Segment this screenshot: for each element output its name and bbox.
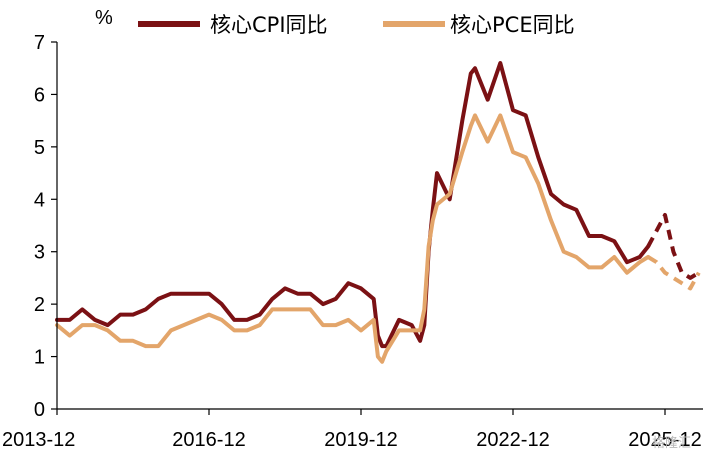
y-tick-label: 3	[34, 242, 45, 264]
y-tick-label: 6	[34, 84, 45, 106]
series-line-solid	[55, 113, 651, 364]
x-tick-label: 2013-12	[2, 429, 75, 451]
legend-label: 核心PCE同比	[450, 13, 575, 37]
y-tick-label: 0	[34, 399, 45, 421]
series-line-dashed	[647, 255, 701, 291]
y-tick-label: 5	[34, 137, 45, 159]
y-tick-label: 7	[34, 32, 45, 54]
x-tick-label: 2022-12	[476, 429, 549, 451]
watermark-text: 格隆汇	[652, 435, 691, 451]
y-tick-label: 1	[34, 347, 45, 369]
axes: 0 1 2 3 4 5 6 7 2013-12 2016-12 2019-12 2022-12 2025…	[2, 32, 703, 451]
series-1	[55, 61, 700, 349]
legend: 核心CPI同比 核心PCE同比	[138, 13, 575, 37]
y-tick-label: 4	[34, 189, 45, 211]
x-tick-label: 2025-12	[628, 429, 701, 451]
x-tick-label: 2016-12	[172, 429, 245, 451]
series-line-solid	[55, 61, 651, 349]
y-tick-label: 2	[34, 294, 45, 316]
series-layer	[55, 61, 701, 364]
legend-label: 核心CPI同比	[210, 13, 328, 37]
series-line-dashed	[646, 213, 700, 280]
series-2	[55, 113, 701, 364]
y-axis-unit: %	[95, 7, 113, 29]
x-tick-label: 2019-12	[324, 429, 397, 451]
